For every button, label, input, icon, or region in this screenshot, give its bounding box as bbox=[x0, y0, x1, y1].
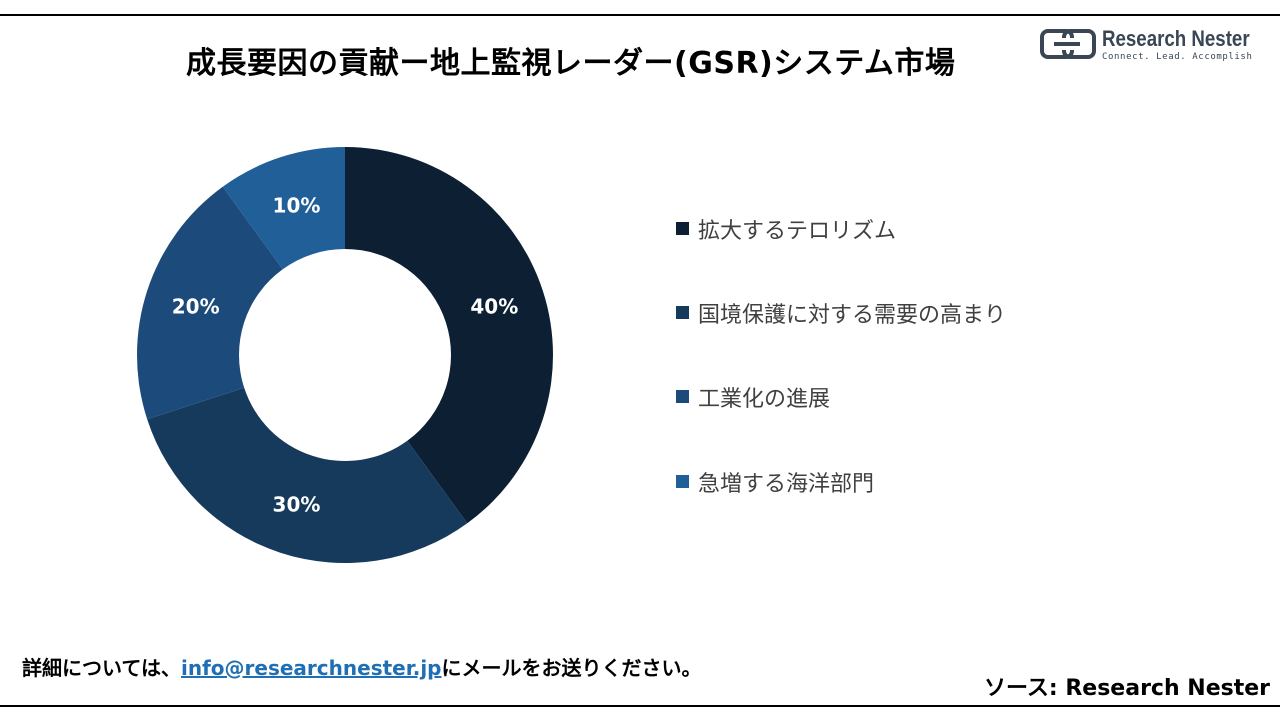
donut-slice-1 bbox=[345, 147, 554, 524]
source-credit: ソース: Research Nester bbox=[983, 676, 1270, 701]
donut-slice-4 bbox=[222, 147, 345, 270]
legend-label-3: 工業化の進展 bbox=[698, 387, 831, 412]
bottom-divider bbox=[0, 705, 1280, 707]
top-divider bbox=[0, 14, 1280, 16]
legend-swatch-3 bbox=[676, 390, 689, 403]
legend-label-1: 拡大するテロリズム bbox=[698, 219, 897, 244]
donut-slice-label-2: 30% bbox=[273, 492, 321, 516]
legend-swatch-4 bbox=[676, 475, 689, 488]
research-nester-logo-icon bbox=[1040, 29, 1096, 59]
logo: Research Nester Connect. Lead. Accomplis… bbox=[1040, 24, 1260, 66]
donut-slice-label-4: 10% bbox=[273, 194, 321, 218]
contact-prefix: 詳細については、 bbox=[22, 656, 181, 680]
donut-slice-label-3: 20% bbox=[172, 294, 220, 318]
chart-title: 成長要因の貢献ー地上監視レーダー(GSR)システム市場 bbox=[186, 46, 956, 81]
donut-slice-2 bbox=[147, 387, 468, 563]
legend-label-4: 急増する海洋部門 bbox=[698, 472, 875, 497]
legend-swatch-2 bbox=[676, 306, 689, 319]
contact-email-link[interactable]: info@researchnester.jp bbox=[181, 656, 442, 680]
logo-tagline: Connect. Lead. Accomplish bbox=[1102, 52, 1253, 62]
logo-name: Research Nester bbox=[1102, 26, 1250, 51]
contact-note: 詳細については、info@researchnester.jpにメールをお送りくだ… bbox=[22, 652, 702, 681]
donut-chart: 40% 30% 20% 10% bbox=[136, 147, 554, 563]
legend-swatch-1 bbox=[676, 222, 689, 235]
donut-slice-3 bbox=[136, 186, 283, 420]
legend-label-2: 国境保護に対する需要の高まり bbox=[698, 303, 1007, 328]
contact-suffix: にメールをお送りください。 bbox=[441, 656, 702, 680]
donut-slice-label-1: 40% bbox=[470, 294, 518, 318]
